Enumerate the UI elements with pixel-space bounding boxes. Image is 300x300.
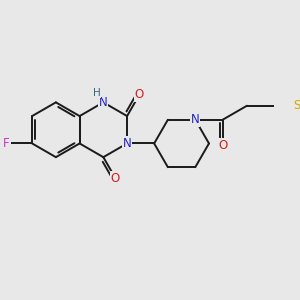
- Text: N: N: [123, 137, 131, 150]
- Text: O: O: [135, 88, 144, 101]
- Text: N: N: [99, 96, 108, 109]
- Text: S: S: [293, 99, 300, 112]
- Text: O: O: [218, 139, 227, 152]
- Text: F: F: [3, 137, 10, 150]
- Text: N: N: [191, 113, 200, 126]
- Text: H: H: [93, 88, 101, 98]
- Text: O: O: [111, 172, 120, 185]
